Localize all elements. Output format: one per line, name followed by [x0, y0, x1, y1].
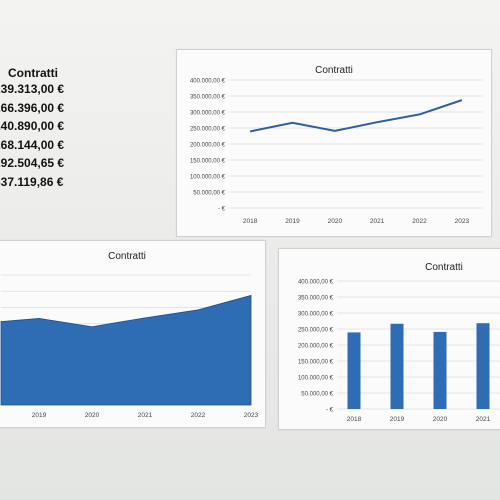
value-row: 266.396,00 €: [0, 100, 65, 115]
value-row: 239.313,00 €: [0, 82, 65, 96]
x-tick-label: 2020: [433, 416, 448, 423]
series-line: [249, 99, 463, 133]
area-chart-card: Contratti 2019 2020 2021 2022 2023: [0, 240, 266, 428]
bar-chart-title: Contratti: [425, 262, 463, 273]
y-tick-label: 100.000,00 €: [190, 175, 226, 181]
y-tick-label: 200.000,00 €: [190, 143, 226, 149]
bar: [433, 331, 447, 409]
x-tick-label: 2022: [412, 218, 427, 225]
y-tick-label: 400.000,00 €: [190, 79, 226, 85]
y-tick-label: - €: [218, 207, 226, 213]
y-tick-label: 100.000,00 €: [298, 376, 334, 382]
value-row: 268.144,00 €: [0, 137, 65, 152]
x-tick-label: 2018: [347, 416, 362, 423]
bar: [390, 323, 404, 409]
x-tick-label: 2020: [85, 412, 100, 419]
y-tick-label: 350.000,00 €: [190, 95, 226, 101]
line-chart: 400.000,00 € 350.000,00 € 300.000,00 € 250.…: [190, 79, 483, 225]
y-tick-label: 250.000,00 €: [190, 127, 226, 133]
x-tick-label: 2020: [328, 218, 343, 225]
y-tick-label: 350.000,00 €: [298, 296, 334, 302]
bar-chart: 400.000,00 € 350.000,00 € 300.000,00 € 250.…: [298, 280, 500, 423]
y-tick-label: 250.000,00 €: [298, 328, 334, 334]
x-tick-label: 2021: [476, 416, 491, 423]
value-row: 292.504,65 €: [0, 156, 65, 171]
y-tick-label: 300.000,00 €: [298, 312, 334, 318]
x-tick-label: 2018: [243, 218, 258, 225]
bar: [347, 332, 361, 409]
x-tick-label: 2021: [370, 218, 385, 225]
values-table-title: Contratti: [8, 66, 58, 80]
x-tick-label: 2022: [191, 412, 206, 419]
x-tick-label: 2023: [244, 412, 259, 419]
value-row: 337.119,86 €: [0, 175, 64, 189]
y-tick-label: - €: [326, 408, 334, 414]
area-chart-title: Contratti: [108, 251, 146, 262]
x-tick-label: 2019: [32, 412, 47, 419]
y-tick-label: 150.000,00 €: [190, 159, 226, 165]
x-tick-label: 2021: [138, 412, 153, 419]
y-tick-label: 50.000,00 €: [193, 191, 225, 197]
series-area: [0, 294, 252, 406]
x-tick-label: 2019: [390, 416, 405, 423]
x-tick-label: 2023: [455, 218, 470, 225]
y-tick-label: 150.000,00 €: [298, 360, 334, 366]
y-tick-label: 50.000,00 €: [301, 392, 333, 398]
y-tick-label: 400.000,00 €: [298, 280, 334, 286]
bar: [476, 323, 490, 409]
line-chart-card: Contratti 400.000,00 € 350.000,00 € 300.00…: [176, 49, 492, 237]
x-tick-label: 2019: [285, 218, 300, 225]
y-tick-label: 300.000,00 €: [190, 111, 226, 117]
value-row: 240.890,00 €: [0, 119, 65, 134]
line-chart-title: Contratti: [315, 65, 353, 76]
bar-chart-card: Contratti 400.000,00 € 350.000,00 € 300.00…: [278, 248, 500, 430]
area-chart: 2019 2020 2021 2022 2023: [0, 274, 259, 419]
y-tick-label: 200.000,00 €: [298, 344, 334, 350]
